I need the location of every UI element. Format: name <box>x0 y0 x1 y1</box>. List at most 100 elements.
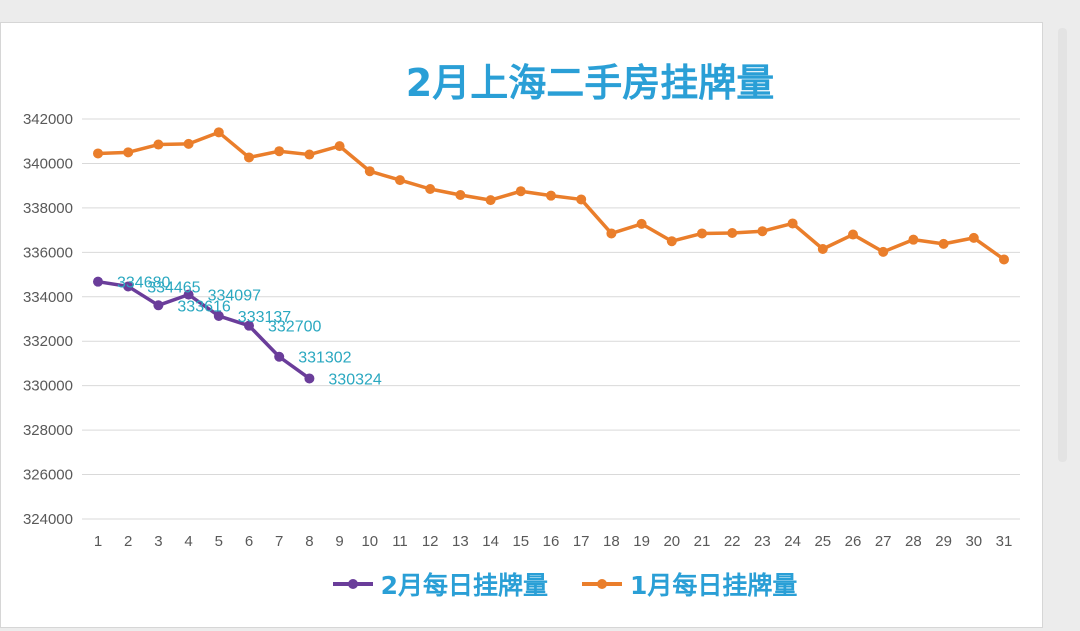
data-label-feb: 334465 <box>147 279 200 296</box>
x-tick-label: 27 <box>875 533 892 550</box>
data-point-jan <box>999 254 1009 265</box>
data-label-feb: 333137 <box>238 309 291 326</box>
x-tick-label: 23 <box>754 533 771 550</box>
data-point-feb <box>153 300 164 311</box>
legend-label-jan: 1月每日挂牌量 <box>630 571 798 600</box>
y-tick-label: 324000 <box>23 511 73 528</box>
data-point-jan <box>455 190 466 200</box>
data-label-feb: 331302 <box>298 350 351 367</box>
data-point-feb <box>274 351 285 362</box>
x-tick-label: 19 <box>633 533 650 550</box>
data-point-jan <box>153 139 164 150</box>
y-tick-label: 342000 <box>23 111 73 128</box>
x-tick-label: 10 <box>361 533 378 550</box>
data-label-feb: 332700 <box>268 319 321 336</box>
scrollbar[interactable] <box>1058 28 1067 462</box>
data-point-jan <box>727 228 738 238</box>
y-tick-label: 340000 <box>23 155 73 172</box>
data-point-jan <box>697 228 707 239</box>
data-point-jan <box>395 175 405 186</box>
x-tick-label: 11 <box>392 533 408 550</box>
legend-key-feb <box>332 579 373 589</box>
y-tick-label: 328000 <box>23 422 73 439</box>
legend: 2月每日挂牌量 1月每日挂牌量 <box>0 566 1080 602</box>
x-tick-label: 31 <box>996 533 1013 550</box>
data-point-jan <box>425 184 436 194</box>
y-tick-label: 332000 <box>23 333 73 350</box>
x-tick-label: 5 <box>215 533 223 550</box>
data-point-jan <box>757 226 768 237</box>
data-label-feb: 330324 <box>328 371 381 388</box>
x-tick-label: 14 <box>482 533 499 550</box>
data-point-feb <box>244 320 254 331</box>
y-tick-label: 326000 <box>23 467 73 484</box>
data-point-feb <box>93 276 103 287</box>
data-point-feb <box>123 281 134 292</box>
x-tick-label: 8 <box>305 533 313 550</box>
data-point-jan <box>485 195 496 206</box>
x-tick-label: 18 <box>603 533 620 550</box>
legend-item-feb: 2月每日挂牌量 <box>332 566 548 602</box>
data-point-jan <box>515 186 526 197</box>
data-point-jan <box>244 152 254 163</box>
x-tick-label: 22 <box>724 533 741 550</box>
data-point-feb <box>213 310 224 321</box>
data-point-jan <box>364 166 375 177</box>
x-tick-label: 7 <box>275 533 283 550</box>
data-point-jan <box>213 127 224 138</box>
chart-frame <box>0 22 1043 628</box>
y-tick-label: 334000 <box>23 289 73 306</box>
y-tick-label: 330000 <box>23 378 73 395</box>
data-point-jan <box>274 146 285 157</box>
data-label-feb: 333616 <box>177 298 230 315</box>
x-tick-label: 30 <box>965 533 982 550</box>
legend-key-jan <box>582 579 622 589</box>
data-point-jan <box>123 147 134 158</box>
x-tick-label: 20 <box>663 533 680 550</box>
x-tick-label: 1 <box>94 533 102 550</box>
x-tick-label: 21 <box>694 533 711 550</box>
data-point-jan <box>848 229 858 240</box>
x-tick-label: 29 <box>935 533 952 550</box>
data-point-jan <box>787 218 798 229</box>
data-point-jan <box>938 238 949 249</box>
y-tick-label: 336000 <box>23 244 73 261</box>
data-point-jan <box>183 138 194 149</box>
data-label-feb: 334680 <box>117 275 170 292</box>
data-point-jan <box>546 190 556 201</box>
x-tick-label: 16 <box>543 533 560 550</box>
data-point-jan <box>666 236 677 247</box>
x-tick-label: 2 <box>124 533 132 550</box>
data-point-jan <box>908 234 919 245</box>
y-tick-label: 338000 <box>23 200 73 217</box>
x-tick-label: 26 <box>845 533 862 550</box>
series-line-feb <box>97 279 311 380</box>
chart-title: 2月上海二手房挂牌量 <box>405 61 775 105</box>
x-tick-label: 15 <box>512 533 529 550</box>
data-label-feb: 334097 <box>208 288 261 305</box>
data-point-jan <box>817 244 828 254</box>
data-point-jan <box>334 141 345 152</box>
legend-item-jan: 1月每日挂牌量 <box>582 566 797 602</box>
x-tick-label: 4 <box>184 533 192 550</box>
data-point-jan <box>636 218 647 229</box>
x-tick-label: 12 <box>422 533 439 550</box>
x-tick-label: 25 <box>814 533 831 550</box>
x-tick-label: 6 <box>245 533 253 550</box>
x-tick-label: 24 <box>784 533 801 550</box>
x-tick-label: 28 <box>905 533 922 550</box>
data-point-jan <box>606 228 617 239</box>
x-tick-label: 3 <box>154 533 162 550</box>
data-point-feb <box>183 289 194 300</box>
data-point-jan <box>968 232 979 243</box>
data-point-jan <box>304 149 315 160</box>
data-point-jan <box>576 194 587 205</box>
x-tick-label: 17 <box>573 533 590 550</box>
data-point-jan <box>878 246 889 257</box>
x-tick-label: 9 <box>335 533 343 550</box>
data-point-jan <box>93 148 103 159</box>
legend-label-feb: 2月每日挂牌量 <box>380 571 548 600</box>
x-tick-label: 13 <box>452 533 469 550</box>
data-point-feb <box>304 373 315 384</box>
